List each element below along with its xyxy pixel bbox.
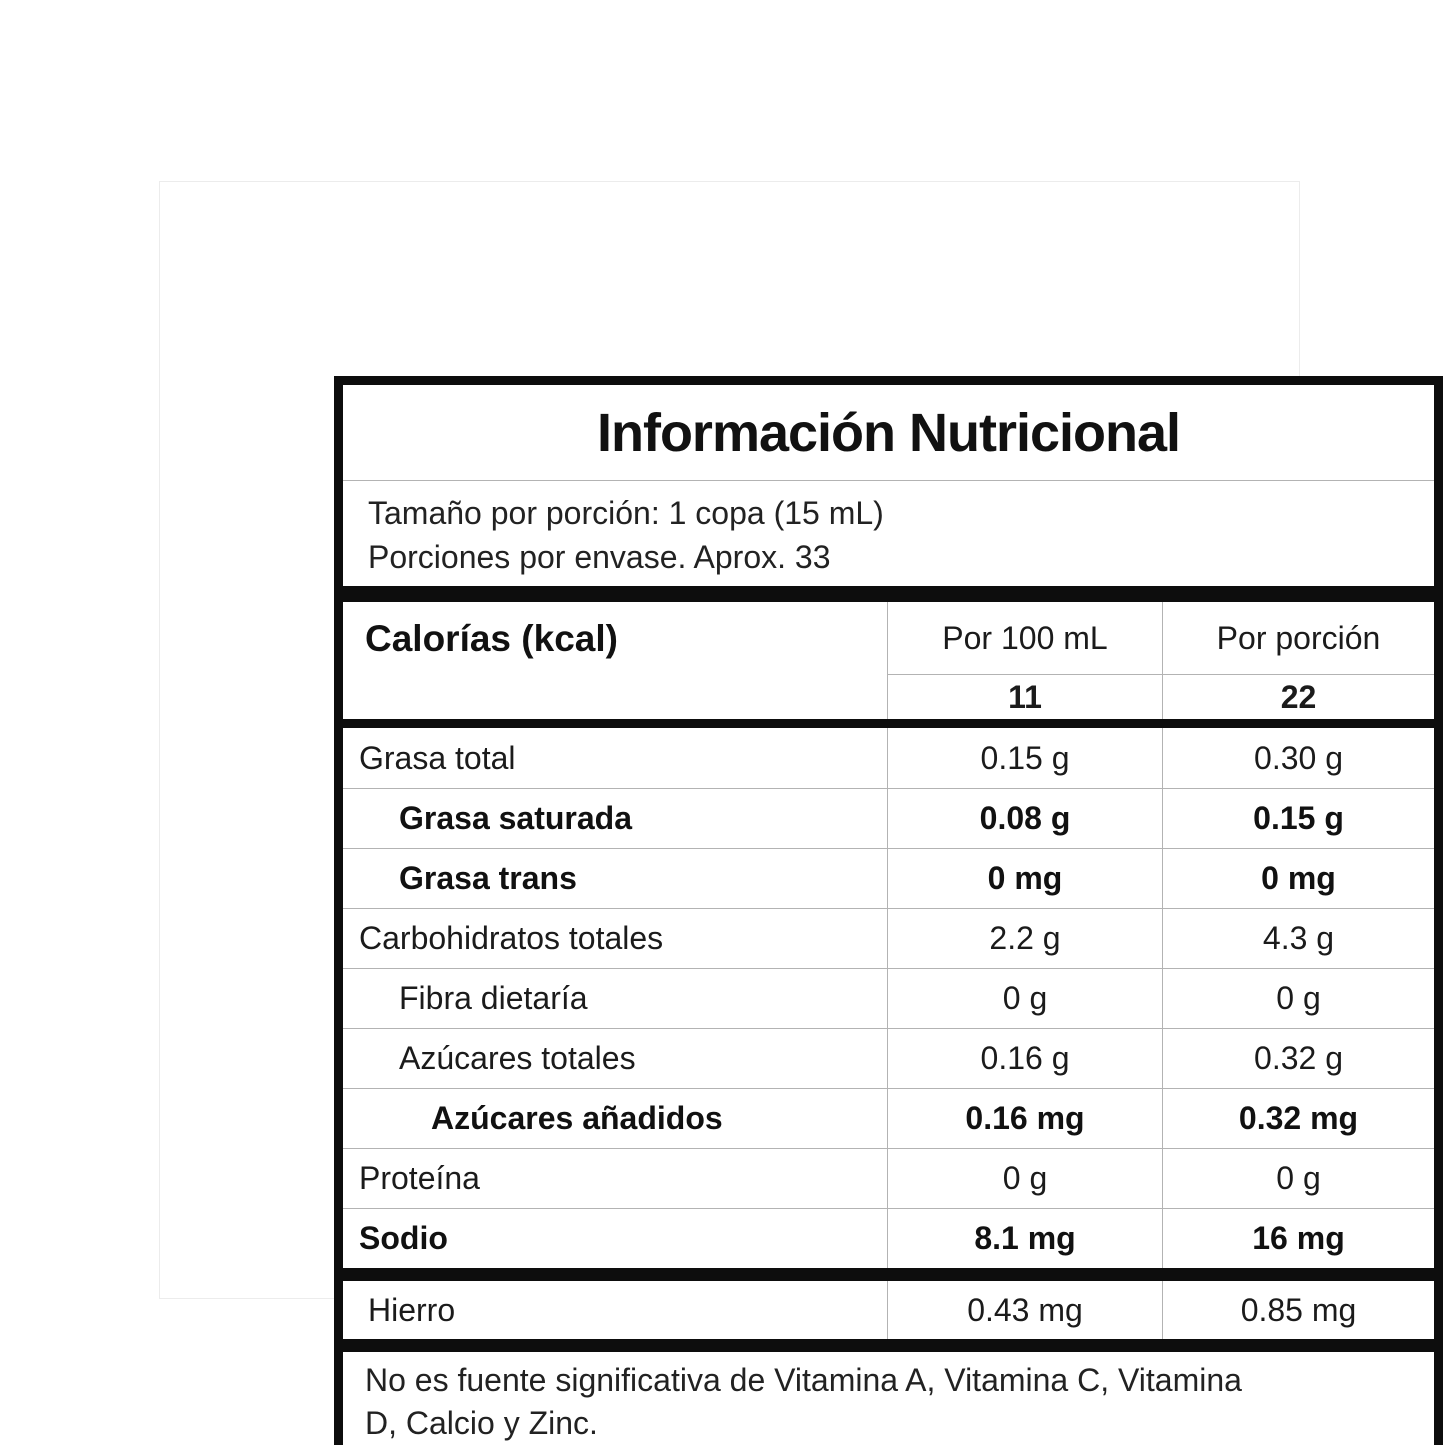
calories-value-per-100ml: 11 <box>887 674 1162 719</box>
nutrient-label: Grasa saturada <box>399 800 633 836</box>
table-row: Carbohidratos totales 2.2 g 4.3 g <box>343 908 1434 968</box>
nutrient-value-per-100ml: 0.15 g <box>887 728 1162 788</box>
nutrient-value-per-serving: 0 g <box>1162 969 1434 1028</box>
nutrient-label: Proteína <box>359 1160 480 1196</box>
nutrient-label: Grasa trans <box>399 860 577 896</box>
serving-size-text: Tamaño por porción: 1 copa (15 mL) <box>368 495 884 531</box>
section-divider-bar <box>343 719 1434 728</box>
nutrient-value-per-100ml: 0 g <box>887 1149 1162 1208</box>
calories-header-section: Calorías (kcal) Por 100 mL Por porción 1… <box>343 602 1434 719</box>
nutrient-value-per-100ml: 8.1 mg <box>887 1209 1162 1268</box>
nutrient-value-per-serving: 0.15 g <box>1162 789 1434 848</box>
table-row: Grasa saturada 0.08 g 0.15 g <box>343 788 1434 848</box>
nutrient-value-per-serving: 0 mg <box>1162 849 1434 908</box>
nutrient-label: Azúcares totales <box>399 1040 636 1076</box>
nutrient-value-per-serving: 16 mg <box>1162 1209 1434 1268</box>
nutrient-rows: Grasa total 0.15 g 0.30 g Grasa saturada… <box>343 728 1434 1268</box>
table-row: Sodio 8.1 mg 16 mg <box>343 1208 1434 1268</box>
column-header-per-100ml: Por 100 mL <box>887 602 1162 674</box>
serving-section: Tamaño por porción: 1 copa (15 mL) Porci… <box>343 480 1434 586</box>
nutrient-value-per-serving: 0.32 mg <box>1162 1089 1434 1148</box>
nutrient-label: Hierro <box>368 1291 456 1328</box>
page-title: Información Nutricional <box>596 402 1181 463</box>
nutrient-value-per-100ml: 0.16 mg <box>887 1089 1162 1148</box>
nutrient-label: Grasa total <box>359 739 516 776</box>
table-row: Proteína 0 g 0 g <box>343 1148 1434 1208</box>
nutrient-value-per-100ml: 0.16 g <box>887 1029 1162 1088</box>
table-row: Azúcares añadidos 0.16 mg 0.32 mg <box>343 1088 1434 1148</box>
table-row: Grasa trans 0 mg 0 mg <box>343 848 1434 908</box>
nutrient-value-per-100ml: 0.08 g <box>887 789 1162 848</box>
nutrient-value-per-100ml: 0.43 mg <box>887 1281 1162 1339</box>
calories-value-per-serving: 22 <box>1162 674 1434 719</box>
servings-per-container-text: Porciones por envase. Aprox. 33 <box>368 539 831 575</box>
label-card: Información Nutricional Tamaño por porci… <box>159 181 1443 1445</box>
nutrient-value-per-100ml: 0 g <box>887 969 1162 1028</box>
section-divider-bar <box>343 1339 1434 1352</box>
nutrient-value-per-100ml: 2.2 g <box>887 909 1162 968</box>
nutrient-label: Azúcares añadidos <box>431 1100 723 1136</box>
table-row: Fibra dietaría 0 g 0 g <box>343 968 1434 1028</box>
nutrition-facts-table: Información Nutricional Tamaño por porci… <box>334 376 1443 1445</box>
table-row-hierro: Hierro 0.43 mg 0.85 mg <box>343 1281 1434 1339</box>
table-row: Grasa total 0.15 g 0.30 g <box>343 728 1434 788</box>
nutrient-value-per-serving: 4.3 g <box>1162 909 1434 968</box>
nutrient-label: Fibra dietaría <box>399 980 588 1016</box>
footnote-text: No es fuente significativa de Vitamina A… <box>365 1362 1242 1441</box>
title-section: Información Nutricional <box>343 385 1434 480</box>
section-divider-bar <box>343 1268 1434 1281</box>
nutrient-label: Sodio <box>359 1220 448 1256</box>
nutrient-value-per-serving: 0.30 g <box>1162 728 1434 788</box>
table-row: Azúcares totales 0.16 g 0.32 g <box>343 1028 1434 1088</box>
nutrient-value-per-serving: 0.85 mg <box>1162 1281 1434 1339</box>
footnote-section: No es fuente significativa de Vitamina A… <box>343 1352 1434 1445</box>
section-divider-bar <box>343 586 1434 602</box>
calories-label: Calorías (kcal) <box>365 618 618 659</box>
nutrient-value-per-serving: 0 g <box>1162 1149 1434 1208</box>
nutrient-value-per-100ml: 0 mg <box>887 849 1162 908</box>
nutrient-label: Carbohidratos totales <box>359 920 664 956</box>
column-header-per-serving: Por porción <box>1162 602 1434 674</box>
nutrient-value-per-serving: 0.32 g <box>1162 1029 1434 1088</box>
